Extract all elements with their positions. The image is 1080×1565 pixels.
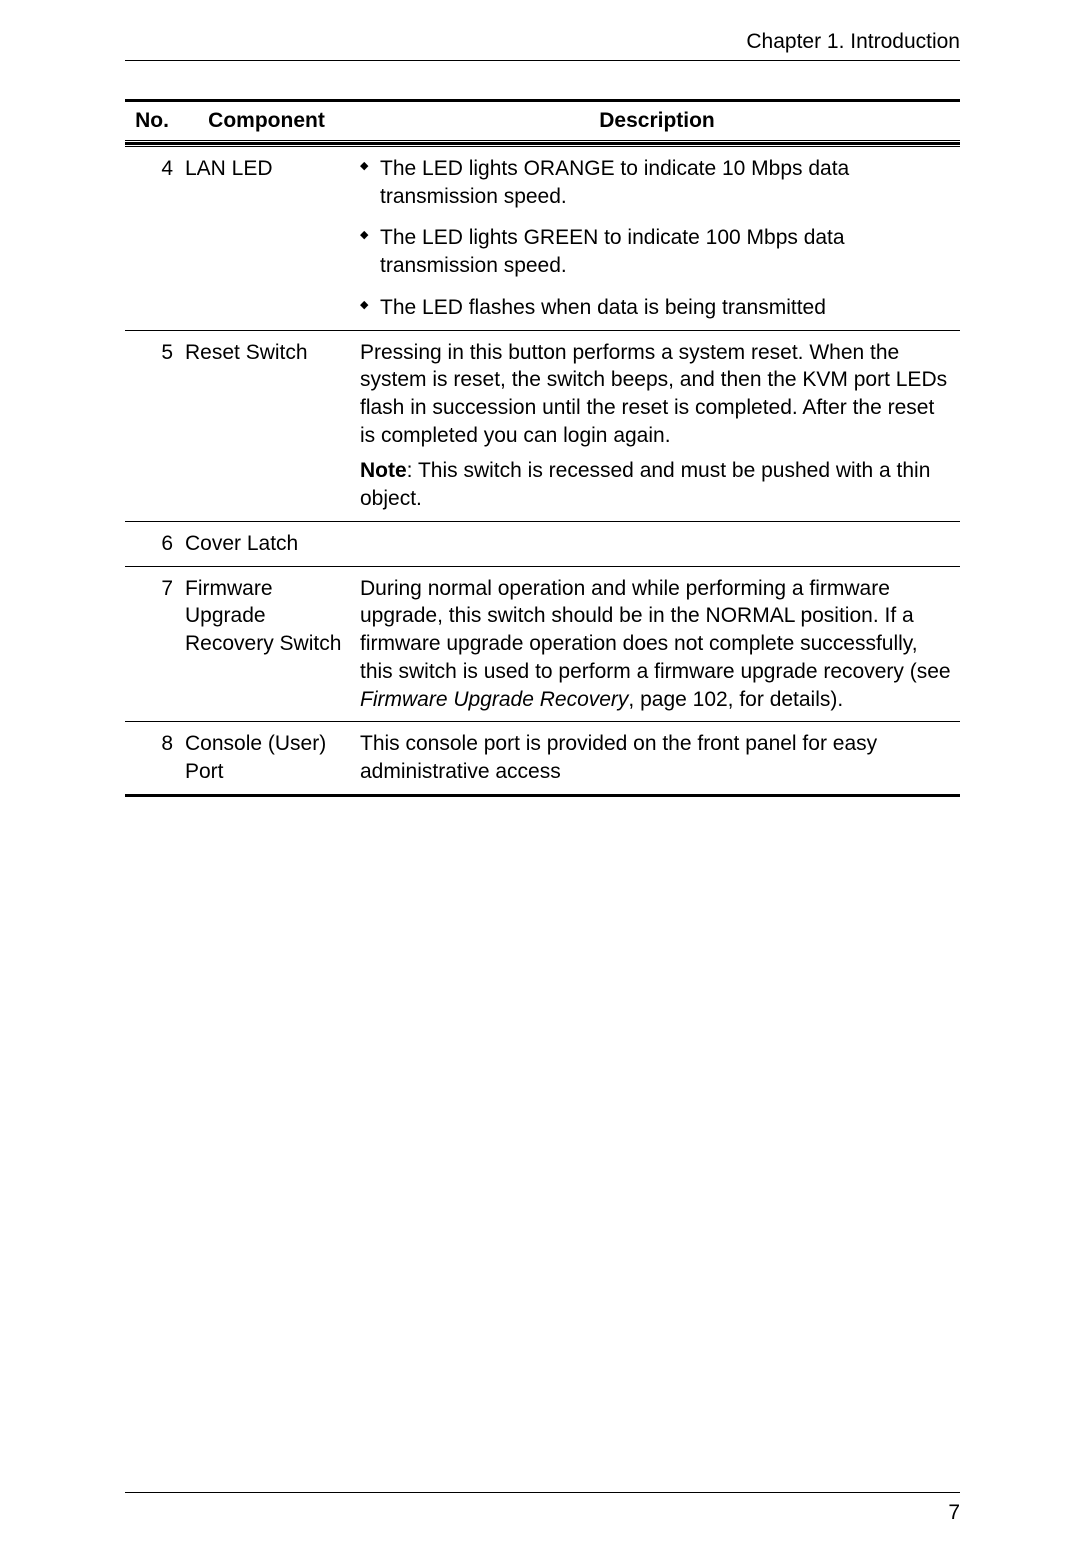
list-item: The LED lights GREEN to indicate 100 Mbp…: [360, 224, 954, 279]
cell-component: Console (User) Port: [179, 722, 354, 795]
list-item: The LED flashes when data is being trans…: [360, 294, 954, 322]
footer: 7: [125, 1492, 960, 1525]
page-container: Chapter 1. Introduction No. Component De…: [0, 0, 1080, 1565]
desc-italic: Firmware Upgrade Recovery: [360, 688, 628, 711]
cell-description: Pressing in this button performs a syste…: [354, 330, 960, 521]
page-number: 7: [125, 1501, 960, 1525]
desc-prefix: During normal operation and while perfor…: [360, 577, 951, 683]
cell-no: 7: [125, 566, 179, 722]
cell-no: 8: [125, 722, 179, 795]
header-rule: [125, 60, 960, 61]
cell-component: Cover Latch: [179, 521, 354, 566]
list-item: The LED lights ORANGE to indicate 10 Mbp…: [360, 155, 954, 210]
cell-no: 5: [125, 330, 179, 521]
note-label: Note: [360, 459, 407, 482]
cell-description: The LED lights ORANGE to indicate 10 Mbp…: [354, 146, 960, 331]
bullet-list: The LED lights ORANGE to indicate 10 Mbp…: [360, 155, 954, 322]
cell-description: This console port is provided on the fro…: [354, 722, 960, 795]
note-text: : This switch is recessed and must be pu…: [360, 459, 930, 510]
table-row: 8 Console (User) Port This console port …: [125, 722, 960, 795]
component-table: No. Component Description 4 LAN LED The …: [125, 99, 960, 797]
desc-suffix: , page 102, for details).: [628, 688, 843, 711]
column-header-description: Description: [354, 101, 960, 142]
note-paragraph: Note: This switch is recessed and must b…: [360, 457, 954, 512]
cell-component: LAN LED: [179, 146, 354, 331]
table-row: 7 Firmware Upgrade Recovery Switch Durin…: [125, 566, 960, 722]
cell-component: Reset Switch: [179, 330, 354, 521]
column-header-no: No.: [125, 101, 179, 142]
header-chapter: Chapter 1. Introduction: [125, 30, 960, 54]
table-row: 6 Cover Latch: [125, 521, 960, 566]
cell-description: During normal operation and while perfor…: [354, 566, 960, 722]
cell-no: 4: [125, 146, 179, 331]
cell-description: [354, 521, 960, 566]
table-row: 4 LAN LED The LED lights ORANGE to indic…: [125, 146, 960, 331]
cell-no: 6: [125, 521, 179, 566]
cell-component: Firmware Upgrade Recovery Switch: [179, 566, 354, 722]
paragraph: Pressing in this button performs a syste…: [360, 339, 954, 450]
table-row: 5 Reset Switch Pressing in this button p…: [125, 330, 960, 521]
footer-rule: [125, 1492, 960, 1493]
column-header-component: Component: [179, 101, 354, 142]
